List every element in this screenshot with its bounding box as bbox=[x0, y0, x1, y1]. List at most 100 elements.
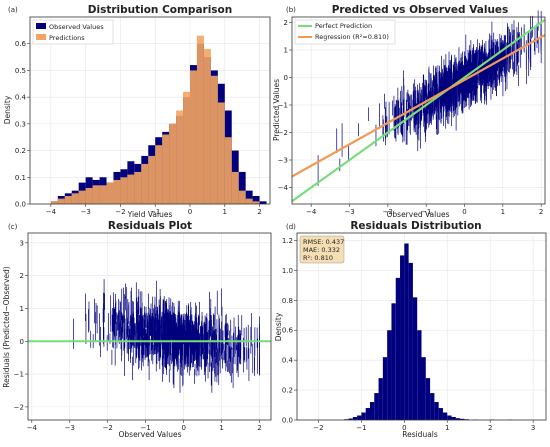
x-tick-label: −3 bbox=[80, 208, 90, 216]
chart-title-a: Distribution Comparison bbox=[88, 4, 233, 16]
prediction-bar bbox=[86, 188, 93, 204]
y-tick-label: 0.6 bbox=[282, 327, 294, 335]
prediction-bar bbox=[93, 185, 100, 204]
y-tick-label: 2 bbox=[20, 272, 24, 280]
y-tick-label: 0.3 bbox=[15, 120, 26, 128]
y-tick-label: 0.1 bbox=[15, 174, 26, 182]
chart-title-d: Residuals Distribution bbox=[350, 220, 481, 232]
observed-bar bbox=[260, 201, 267, 204]
x-tick-label: −3 bbox=[344, 208, 354, 216]
y-tick-label: 0.2 bbox=[15, 147, 26, 155]
prediction-bar bbox=[58, 199, 65, 204]
residual-bar bbox=[422, 357, 426, 420]
x-tick-label: −1 bbox=[356, 424, 366, 432]
residual-bar bbox=[417, 330, 421, 420]
residual-bar bbox=[430, 393, 434, 420]
residual-bar bbox=[439, 408, 443, 420]
residual-bar bbox=[434, 402, 438, 420]
y-tick-label: 1.0 bbox=[282, 267, 293, 275]
x-tick-label: −4 bbox=[46, 208, 57, 216]
prediction-bar bbox=[183, 92, 190, 204]
bars-d bbox=[344, 243, 511, 420]
residual-bar bbox=[400, 255, 404, 420]
x-tick-label: −2 bbox=[115, 208, 125, 216]
bars-a bbox=[51, 36, 267, 204]
prediction-bar bbox=[79, 191, 86, 204]
x-axis-label-b: Observed Values bbox=[387, 210, 450, 219]
chart-title-c: Residuals Plot bbox=[108, 220, 192, 232]
perfect-prediction-line bbox=[292, 20, 545, 202]
residual-bar bbox=[452, 417, 456, 420]
x-tick-label: 0 bbox=[188, 208, 192, 216]
y-axis-label-b: Predicted Values bbox=[272, 79, 281, 141]
prediction-bar bbox=[120, 177, 127, 204]
prediction-bar bbox=[176, 111, 183, 205]
residual-bar bbox=[413, 297, 417, 420]
x-tick-label: 0 bbox=[181, 424, 185, 432]
prediction-bar bbox=[51, 201, 58, 204]
y-tick-label: 1.2 bbox=[282, 237, 293, 245]
prediction-bar bbox=[65, 196, 72, 204]
prediction-bar bbox=[197, 36, 204, 204]
legend-label-predictions: Predictions bbox=[49, 34, 85, 42]
x-axis-label-c: Observed Values bbox=[119, 430, 182, 439]
chart-title-b: Predicted vs Observed Values bbox=[332, 4, 509, 16]
stats-rmse: RMSE: 0.437 bbox=[303, 238, 344, 246]
legend-label-regression: Regression (R²=0.810) bbox=[315, 33, 389, 41]
y-tick-label: 1 bbox=[284, 47, 288, 55]
residual-bar bbox=[357, 416, 361, 420]
y-tick-label: 0.5 bbox=[15, 67, 26, 75]
prediction-bar bbox=[239, 191, 246, 204]
legend-a: Observed Values Predictions bbox=[33, 20, 113, 44]
residual-bar bbox=[361, 413, 365, 420]
reference-lines-b bbox=[292, 20, 545, 202]
prediction-bar bbox=[107, 183, 114, 204]
residual-bar bbox=[353, 417, 357, 420]
legend-label-perfect: Perfect Prediction bbox=[315, 22, 372, 30]
y-tick-label: 0.4 bbox=[282, 357, 294, 365]
residual-bar bbox=[383, 357, 387, 420]
y-tick-label: −4 bbox=[278, 184, 289, 192]
residual-bar bbox=[366, 408, 370, 420]
panel-label-b: (b) bbox=[286, 6, 296, 14]
prediction-bar bbox=[141, 164, 148, 204]
x-tick-label: 2 bbox=[539, 208, 543, 216]
y-tick-label: −1 bbox=[14, 371, 24, 379]
prediction-bar bbox=[218, 102, 225, 204]
y-axis-label-c: Residuals (Predicted−Observed) bbox=[2, 266, 11, 387]
panel-label-d: (d) bbox=[286, 223, 296, 231]
legend-swatch-predictions bbox=[36, 34, 46, 40]
regression-line bbox=[292, 35, 545, 177]
prediction-bar bbox=[211, 76, 218, 204]
prediction-bar bbox=[204, 49, 211, 204]
residual-bar bbox=[447, 416, 451, 420]
residual-bar bbox=[387, 330, 391, 420]
prediction-bar bbox=[162, 135, 169, 204]
legend-label-observed: Observed Values bbox=[49, 23, 104, 31]
y-tick-label: 1 bbox=[20, 305, 24, 313]
residual-points-c bbox=[73, 279, 259, 393]
legend-swatch-observed bbox=[36, 23, 46, 29]
x-tick-label: 1 bbox=[219, 424, 223, 432]
y-tick-label: −2 bbox=[14, 403, 24, 411]
stats-r2: R²: 0.810 bbox=[303, 254, 333, 262]
residual-bar bbox=[379, 378, 383, 420]
x-tick-label: 1 bbox=[223, 208, 227, 216]
y-tick-label: 2 bbox=[284, 19, 288, 27]
y-tick-label: 0.8 bbox=[282, 297, 293, 305]
prediction-bar bbox=[113, 180, 120, 204]
residual-bar bbox=[404, 243, 408, 420]
residual-bar bbox=[396, 278, 400, 420]
y-tick-label: 3 bbox=[20, 239, 24, 247]
x-axis-label-a: Yield Values bbox=[127, 210, 173, 219]
stats-mae: MAE: 0.332 bbox=[303, 246, 340, 254]
x-tick-label: 1 bbox=[501, 208, 505, 216]
x-tick-label: −2 bbox=[103, 424, 113, 432]
prediction-bar bbox=[190, 70, 197, 204]
prediction-bar bbox=[127, 175, 134, 204]
residual-bar bbox=[409, 263, 413, 420]
x-tick-label: 2 bbox=[257, 424, 261, 432]
y-tick-label: 0.0 bbox=[15, 201, 26, 209]
